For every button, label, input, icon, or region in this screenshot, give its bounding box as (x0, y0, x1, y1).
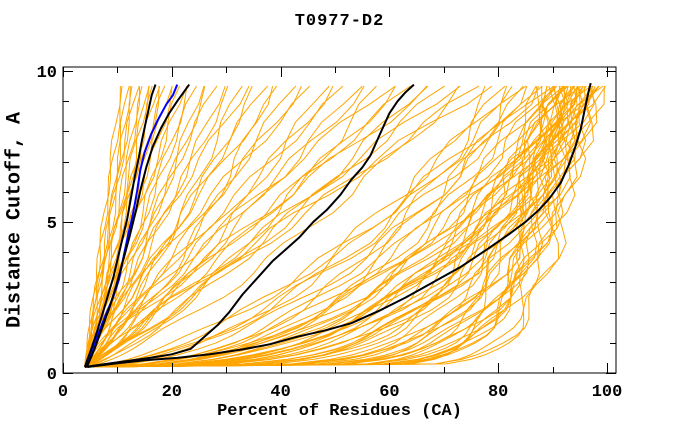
ensemble-curve (85, 86, 605, 368)
x-tick-label: 60 (379, 383, 399, 402)
black-curve-left-b (85, 84, 191, 368)
ensemble-curve (85, 85, 429, 368)
ensemble-curve (86, 85, 459, 368)
ensemble-curve (84, 85, 226, 368)
x-axis-label: Percent of Residues (CA) (217, 402, 462, 421)
x-tick-label: 20 (162, 383, 182, 402)
ensemble-curve (86, 85, 539, 368)
ensemble-curve (85, 85, 565, 368)
y-axis-label: Distance Cutoff, A (3, 111, 27, 329)
ensemble-curve (85, 85, 574, 368)
ensemble-curve (85, 85, 594, 368)
ensemble-curve (84, 85, 578, 368)
ensemble-curve (84, 85, 584, 368)
x-tick-label: 40 (270, 383, 290, 402)
ensemble-curve (85, 85, 396, 368)
ensemble-curve (86, 85, 561, 368)
ensemble-curve (84, 85, 555, 368)
ensemble-curve (84, 85, 365, 368)
ensemble-curve (86, 85, 604, 368)
ensemble-curve (85, 85, 582, 368)
ensemble-curve (85, 86, 579, 368)
ensemble-curve (84, 85, 567, 368)
ensemble-curve (84, 85, 564, 368)
ensemble-curve (85, 85, 243, 368)
ensemble-curve (85, 85, 524, 368)
ensemble-curve (84, 85, 563, 368)
ensemble-curve (84, 85, 569, 368)
y-tick-label: 5 (47, 215, 57, 234)
black-curve-right (87, 82, 592, 368)
ensemble-curve (86, 85, 253, 368)
ensemble-curve (86, 85, 363, 368)
x-tick-label: 80 (488, 383, 508, 402)
y-tick-label: 0 (47, 366, 57, 385)
ensemble-curve (85, 85, 555, 368)
y-tick-label: 10 (37, 64, 57, 83)
ensemble-curve (86, 86, 595, 368)
x-tick-label: 100 (592, 383, 623, 402)
ensemble-curve (84, 85, 428, 368)
ensemble-curve (85, 85, 334, 368)
blue-curve (84, 84, 179, 368)
ensemble-curve (85, 85, 565, 368)
ensemble-curve (84, 85, 269, 368)
black-curve-left-a (83, 84, 157, 368)
ensemble-curve (85, 85, 556, 368)
ensemble-curve (84, 85, 592, 368)
ensemble-curve (84, 85, 493, 368)
ensemble-curve (84, 85, 528, 368)
ensemble-curve (85, 85, 584, 368)
ensemble-curve (84, 85, 543, 368)
chart-title: T0977-D2 (294, 12, 385, 31)
ensemble-curve (84, 85, 513, 368)
ensemble-curve (85, 85, 606, 368)
ensemble-curve (84, 85, 143, 368)
ensemble-curve (85, 85, 537, 368)
ensemble-curve (84, 85, 600, 368)
black-curve-middle (84, 83, 415, 368)
ensemble-curve (86, 86, 562, 368)
ensemble-curve (86, 85, 594, 368)
x-tick-label: 0 (58, 383, 68, 402)
ensemble-curve (85, 85, 166, 368)
ensemble-curve (84, 85, 330, 368)
ensemble-curve (84, 86, 541, 368)
